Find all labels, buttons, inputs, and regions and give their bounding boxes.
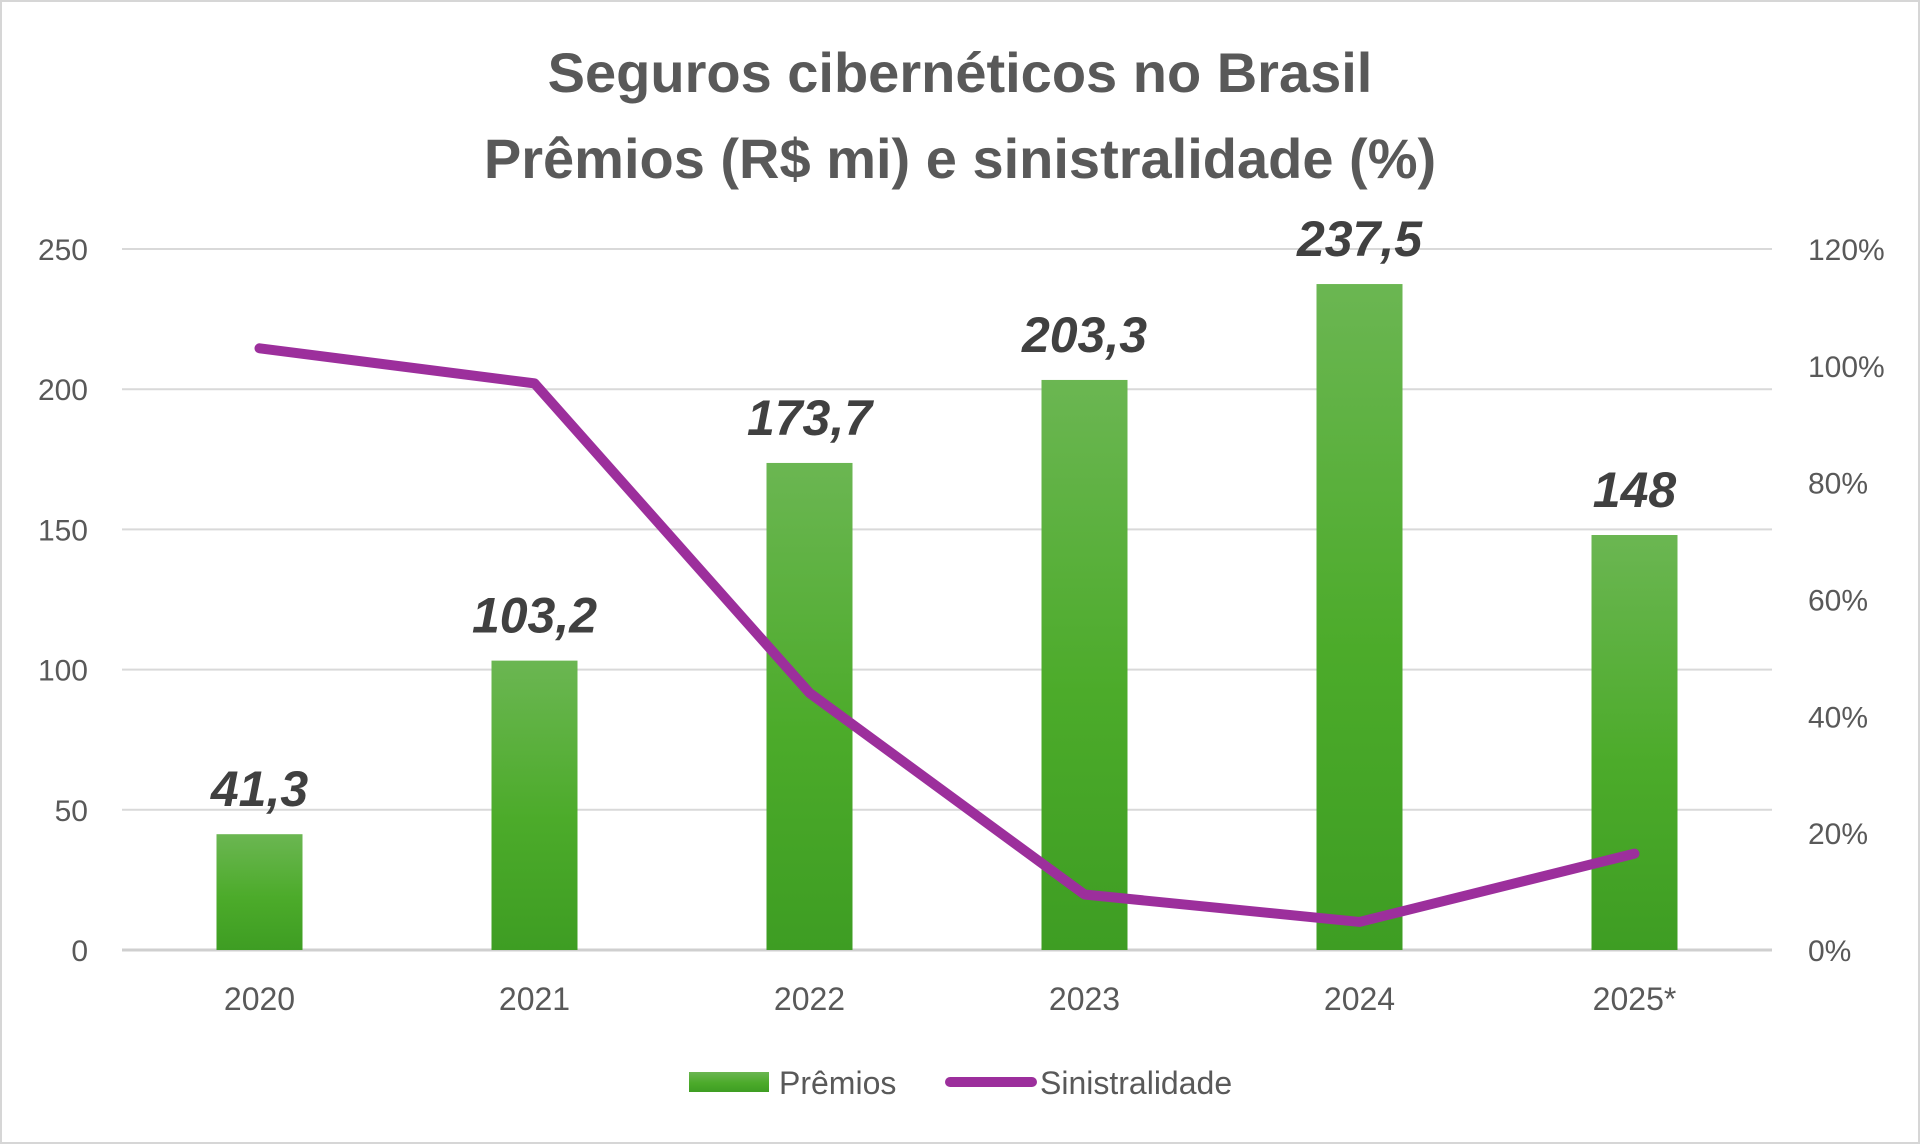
bar-premios — [491, 660, 578, 950]
left-axis-tick-label: 150 — [38, 514, 88, 547]
right-axis-tick-label: 60% — [1808, 585, 1868, 618]
bar-premios — [216, 834, 303, 950]
data-label-premios: 173,7 — [747, 390, 874, 446]
left-axis-tick-label: 200 — [38, 374, 88, 407]
right-axis-tick-label: 100% — [1808, 351, 1885, 384]
x-axis-category-label: 2024 — [1324, 981, 1395, 1017]
data-label-premios: 103,2 — [472, 588, 597, 644]
left-axis-ticks: 0 50 100 150 200 250 — [38, 234, 88, 968]
x-axis-category-label: 2025* — [1593, 981, 1677, 1017]
bar-series-premios — [216, 284, 1678, 951]
bar-premios — [1591, 535, 1678, 950]
bar-premios — [1041, 379, 1128, 951]
point-sinistralidade — [1358, 920, 1361, 923]
right-axis-tick-label: 0% — [1808, 935, 1851, 968]
x-axis-category-label: 2021 — [499, 981, 570, 1017]
line-series-sinistralidade — [254, 343, 1640, 927]
gridlines — [122, 248, 1772, 952]
point-sinistralidade — [808, 691, 811, 694]
data-label-premios: 203,3 — [1021, 307, 1147, 363]
chart-title-line-1: Seguros cibernéticos no Brasil — [548, 41, 1373, 104]
legend-label-premios: Prêmios — [779, 1065, 896, 1101]
x-axis-category-label: 2020 — [224, 981, 295, 1017]
left-axis-tick-label: 100 — [38, 655, 88, 688]
point-sinistralidade — [258, 347, 261, 350]
x-axis-categories: 2020 2021 2022 2023 2024 2025* — [224, 981, 1676, 1017]
data-label-premios: 41,3 — [210, 761, 309, 817]
legend-swatch-premios — [689, 1072, 769, 1092]
data-label-premios: 148 — [1593, 462, 1677, 518]
left-axis-tick-label: 250 — [38, 234, 88, 267]
right-axis-tick-label: 40% — [1808, 701, 1868, 734]
bar-data-labels: 41,3 103,2 173,7 203,3 237,5 148 — [210, 211, 1677, 817]
line-sinistralidade — [254, 343, 1640, 927]
legend: Prêmios Sinistralidade — [689, 1065, 1232, 1101]
left-axis-tick-label: 0 — [71, 935, 88, 968]
data-label-premios: 237,5 — [1296, 211, 1423, 267]
right-axis-ticks: 0% 20% 40% 60% 80% 100% 120% — [1808, 234, 1885, 968]
x-axis-category-label: 2022 — [774, 981, 845, 1017]
right-axis-tick-label: 120% — [1808, 234, 1885, 267]
right-axis-tick-label: 20% — [1808, 818, 1868, 851]
legend-label-sinistralidade: Sinistralidade — [1040, 1065, 1232, 1101]
bar-premios — [1316, 284, 1403, 950]
left-axis-tick-label: 50 — [55, 795, 88, 828]
x-axis-category-label: 2023 — [1049, 981, 1120, 1017]
bar-premios — [766, 462, 853, 950]
point-sinistralidade — [1083, 893, 1086, 896]
point-sinistralidade — [533, 382, 536, 385]
point-sinistralidade — [1633, 852, 1636, 855]
chart-title-line-2: Prêmios (R$ mi) e sinistralidade (%) — [484, 127, 1436, 190]
right-axis-tick-label: 80% — [1808, 468, 1868, 501]
